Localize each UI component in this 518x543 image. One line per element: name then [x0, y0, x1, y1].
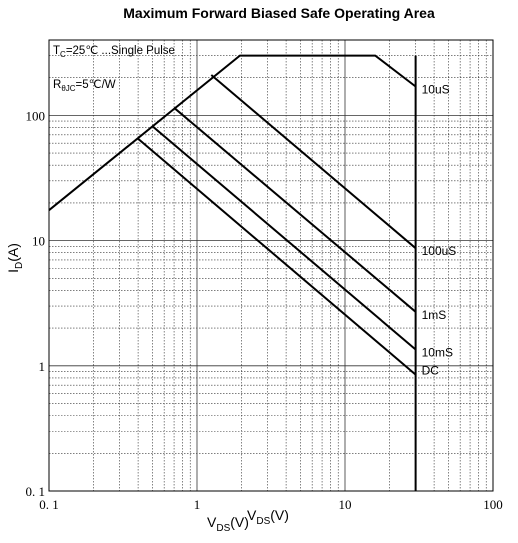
x-tick-labels: 0. 1 1 10 100 — [39, 497, 503, 512]
series-line-dc — [137, 138, 417, 376]
series-label-10us: 10uS — [422, 83, 450, 97]
annotation-tc: TC=25℃ ...Single Pulse — [53, 45, 175, 59]
y-axis-label: ID(A) — [5, 243, 25, 273]
y-tick-label: 0. 1 — [26, 484, 46, 499]
x-tick-label: 10 — [339, 497, 352, 512]
y-tick-labels: 0. 1 1 10 100 — [26, 108, 46, 499]
series-line-100us — [210, 74, 417, 249]
grid — [49, 40, 493, 491]
x-axis-label-duplicate: VDS(V) — [247, 507, 289, 527]
y-tick-label: 10 — [32, 234, 45, 249]
x-tick-label: 0. 1 — [39, 497, 59, 512]
x-tick-label: 1 — [194, 497, 201, 512]
chart-title: Maximum Forward Biased Safe Operating Ar… — [123, 5, 435, 21]
series-label-100us: 100uS — [422, 244, 457, 258]
series-label-dc: DC — [422, 364, 440, 378]
y-tick-label: 1 — [39, 359, 46, 374]
series-lines — [48, 54, 417, 491]
series-line-10us — [48, 54, 417, 211]
annotation-rth: RθJC=5℃/W — [53, 79, 116, 93]
series-label-10ms: 10mS — [422, 345, 453, 359]
x-tick-label: 100 — [483, 497, 503, 512]
series-labels: 10uS 100uS 1mS 10mS DC — [422, 83, 457, 378]
series-line-10ms — [151, 125, 417, 351]
plot-frame — [48, 39, 494, 492]
series-label-1ms: 1mS — [422, 308, 447, 322]
series-line-1ms — [173, 107, 417, 313]
y-tick-label: 100 — [26, 108, 46, 123]
x-axis-label: VDS(V) — [207, 514, 249, 534]
